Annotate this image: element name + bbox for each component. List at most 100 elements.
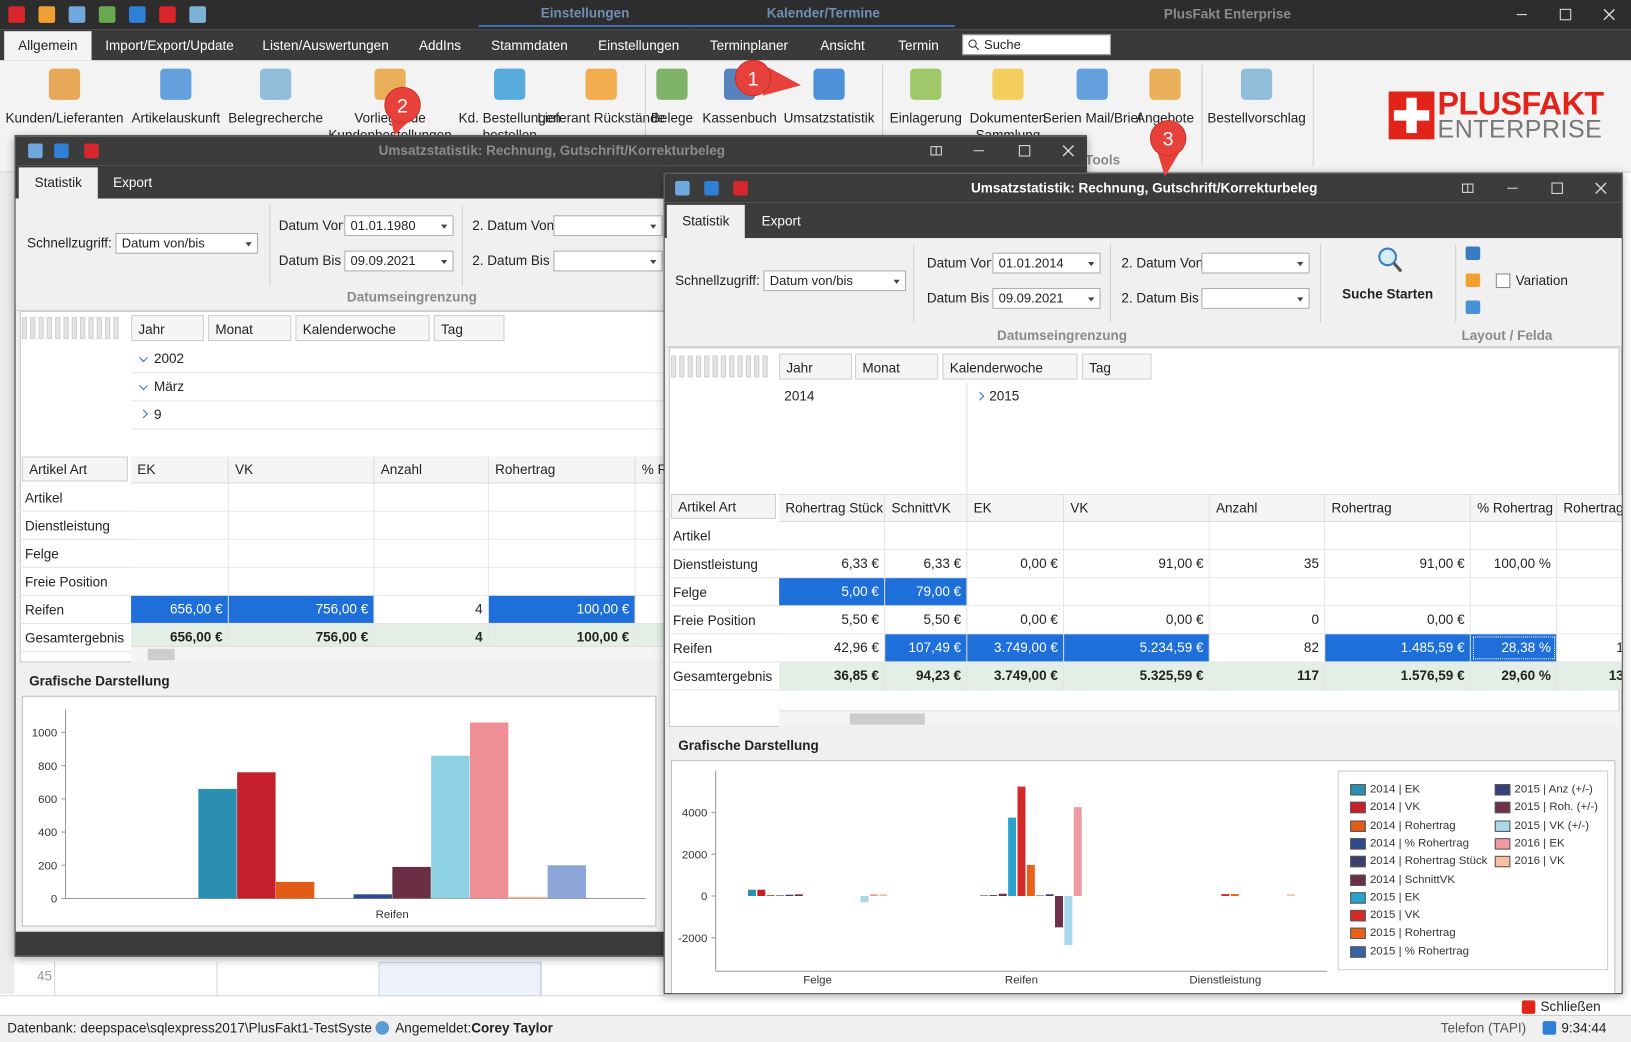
- column-group[interactable]: 2015: [989, 387, 1020, 404]
- ribbon-tab[interactable]: Listen/Auswertungen: [262, 37, 389, 54]
- dropdown[interactable]: [1201, 252, 1310, 274]
- window-icon[interactable]: [675, 180, 690, 196]
- pivot-cell[interactable]: 0,00 €: [1325, 606, 1471, 634]
- ribbon-button-icon[interactable]: [160, 68, 192, 100]
- pivot-cell[interactable]: [1209, 522, 1326, 550]
- window-tab[interactable]: Export: [761, 213, 801, 229]
- window-tab[interactable]: Statistik: [666, 204, 745, 239]
- ribbon-button-icon[interactable]: [656, 68, 688, 100]
- pivot-cell[interactable]: 1.576,59 €: [1325, 662, 1471, 690]
- window-icon[interactable]: [733, 180, 748, 196]
- pivot-cell[interactable]: [967, 578, 1065, 606]
- pivot-cell[interactable]: 1.485,59 €: [1325, 634, 1471, 662]
- pivot-cell[interactable]: [228, 483, 375, 511]
- ribbon-tab[interactable]: Ansicht: [820, 37, 865, 54]
- pivot-cell[interactable]: [1557, 606, 1622, 634]
- quick-access-icon[interactable]: [68, 6, 86, 23]
- window-tab[interactable]: Statistik: [18, 167, 98, 199]
- pivot-cell[interactable]: [1209, 578, 1326, 606]
- ribbon-button-icon[interactable]: [723, 68, 756, 100]
- window-icon[interactable]: [28, 143, 43, 159]
- pivot-cell[interactable]: 94,23 €: [885, 662, 968, 690]
- pivot-cell[interactable]: 79,00 €: [885, 578, 968, 606]
- pivot-cell[interactable]: 13: [1557, 662, 1622, 690]
- pivot-cell[interactable]: 91,00 €: [1325, 550, 1471, 578]
- pivot-cell[interactable]: [1557, 550, 1622, 578]
- dropdown[interactable]: 01.01.2014: [992, 252, 1101, 274]
- row-header[interactable]: Felge: [673, 584, 707, 601]
- context-tab[interactable]: Kalender/Termine: [691, 0, 955, 28]
- ribbon-tab[interactable]: Termin: [898, 37, 939, 54]
- row-header[interactable]: Dienstleistung: [673, 556, 758, 572]
- pivot-cell[interactable]: 82: [1209, 634, 1326, 662]
- ribbon-button-icon[interactable]: [1240, 68, 1273, 100]
- row-field-button[interactable]: Artikel Art: [21, 456, 128, 482]
- pivot-cell[interactable]: 4: [374, 595, 489, 623]
- pivot-cell[interactable]: 3.749,00 €: [967, 634, 1065, 662]
- ribbon-button-icon[interactable]: [585, 68, 617, 100]
- ribbon-tab[interactable]: Allgemein: [4, 31, 92, 61]
- pivot-cell[interactable]: 0: [1209, 606, 1326, 634]
- quick-access-icon[interactable]: [159, 6, 176, 23]
- pivot-cell[interactable]: 5,50 €: [779, 606, 886, 634]
- search-button[interactable]: Suche Starten: [1342, 285, 1434, 302]
- dropdown[interactable]: Datum von/bis: [763, 270, 907, 292]
- pivot-cell[interactable]: [131, 539, 229, 567]
- pivot-cell[interactable]: [228, 567, 375, 595]
- pivot-cell[interactable]: 36,85 €: [779, 662, 886, 690]
- pivot-cell[interactable]: [1325, 578, 1471, 606]
- row-header[interactable]: Felge: [24, 545, 59, 562]
- field-button[interactable]: Jahr: [131, 315, 204, 342]
- column-header[interactable]: Anzahl: [374, 456, 489, 484]
- pivot-cell[interactable]: [1470, 606, 1558, 634]
- pivot-cell[interactable]: [488, 483, 636, 511]
- pivot-cell[interactable]: 656,00 €: [131, 595, 229, 623]
- legend-label[interactable]: 2015 | Roh. (+/-): [1514, 801, 1598, 814]
- dropdown[interactable]: [553, 215, 663, 237]
- pivot-cell[interactable]: [779, 522, 886, 550]
- layout-icon[interactable]: [1465, 246, 1481, 260]
- dropdown[interactable]: 01.01.1980: [344, 215, 454, 237]
- ribbon-button-icon[interactable]: [992, 68, 1024, 100]
- legend-label[interactable]: 2015 | VK: [1369, 908, 1421, 922]
- legend-label[interactable]: 2015 | Anz (+/-): [1514, 783, 1593, 796]
- pivot-cell[interactable]: [374, 539, 489, 567]
- ribbon-button-label[interactable]: Belegrecherche: [228, 110, 324, 126]
- close-button[interactable]: Schließen: [1540, 998, 1601, 1014]
- pivot-cell[interactable]: [1557, 578, 1622, 606]
- ribbon-button-icon[interactable]: [48, 68, 81, 100]
- field-button[interactable]: Kalenderwoche: [942, 353, 1078, 380]
- window-tab[interactable]: Export: [113, 174, 153, 191]
- row-header[interactable]: Freie Position: [673, 612, 756, 629]
- legend-label[interactable]: 2014 | EK: [1369, 783, 1421, 796]
- dropdown[interactable]: [553, 250, 663, 272]
- pivot-cell[interactable]: 29,60 %: [1470, 662, 1558, 690]
- row-header[interactable]: Freie Position: [24, 574, 108, 590]
- quick-access-icon[interactable]: [8, 6, 25, 23]
- ribbon-button-label[interactable]: Bestellvorschlag: [1207, 110, 1306, 126]
- legend-label[interactable]: 2014 | VK: [1369, 801, 1421, 814]
- column-header[interactable]: VK: [1064, 494, 1210, 523]
- pivot-cell[interactable]: [131, 567, 229, 595]
- column-header[interactable]: EK: [967, 494, 1065, 523]
- pivot-cell[interactable]: 6,33 €: [885, 550, 968, 578]
- pivot-cell[interactable]: 91,00 €: [1064, 550, 1210, 578]
- layout-icon[interactable]: [1465, 273, 1481, 288]
- column-tree-node[interactable]: März: [153, 378, 185, 395]
- dropdown[interactable]: 09.09.2021: [992, 288, 1101, 309]
- scroll-thumb[interactable]: [147, 648, 175, 661]
- pivot-cell[interactable]: 3.749,00 €: [967, 662, 1065, 690]
- legend-label[interactable]: 2015 | EK: [1369, 890, 1421, 904]
- ribbon-tab[interactable]: Stammdaten: [491, 37, 568, 54]
- pivot-cell[interactable]: 5,50 €: [885, 606, 968, 634]
- pivot-cell[interactable]: [374, 511, 489, 539]
- column-header[interactable]: VK: [228, 456, 375, 484]
- ribbon-button-icon[interactable]: [1149, 68, 1181, 100]
- ribbon-button-icon[interactable]: [813, 68, 845, 100]
- column-header[interactable]: Rohertrag: [1557, 494, 1622, 523]
- column-header[interactable]: EK: [131, 456, 229, 484]
- ribbon-button-icon[interactable]: [1076, 68, 1108, 100]
- pivot-cell[interactable]: [228, 539, 375, 567]
- pivot-cell[interactable]: 0,00 €: [967, 550, 1065, 578]
- ribbon-button-label[interactable]: Lieferant Rückstände: [537, 110, 666, 126]
